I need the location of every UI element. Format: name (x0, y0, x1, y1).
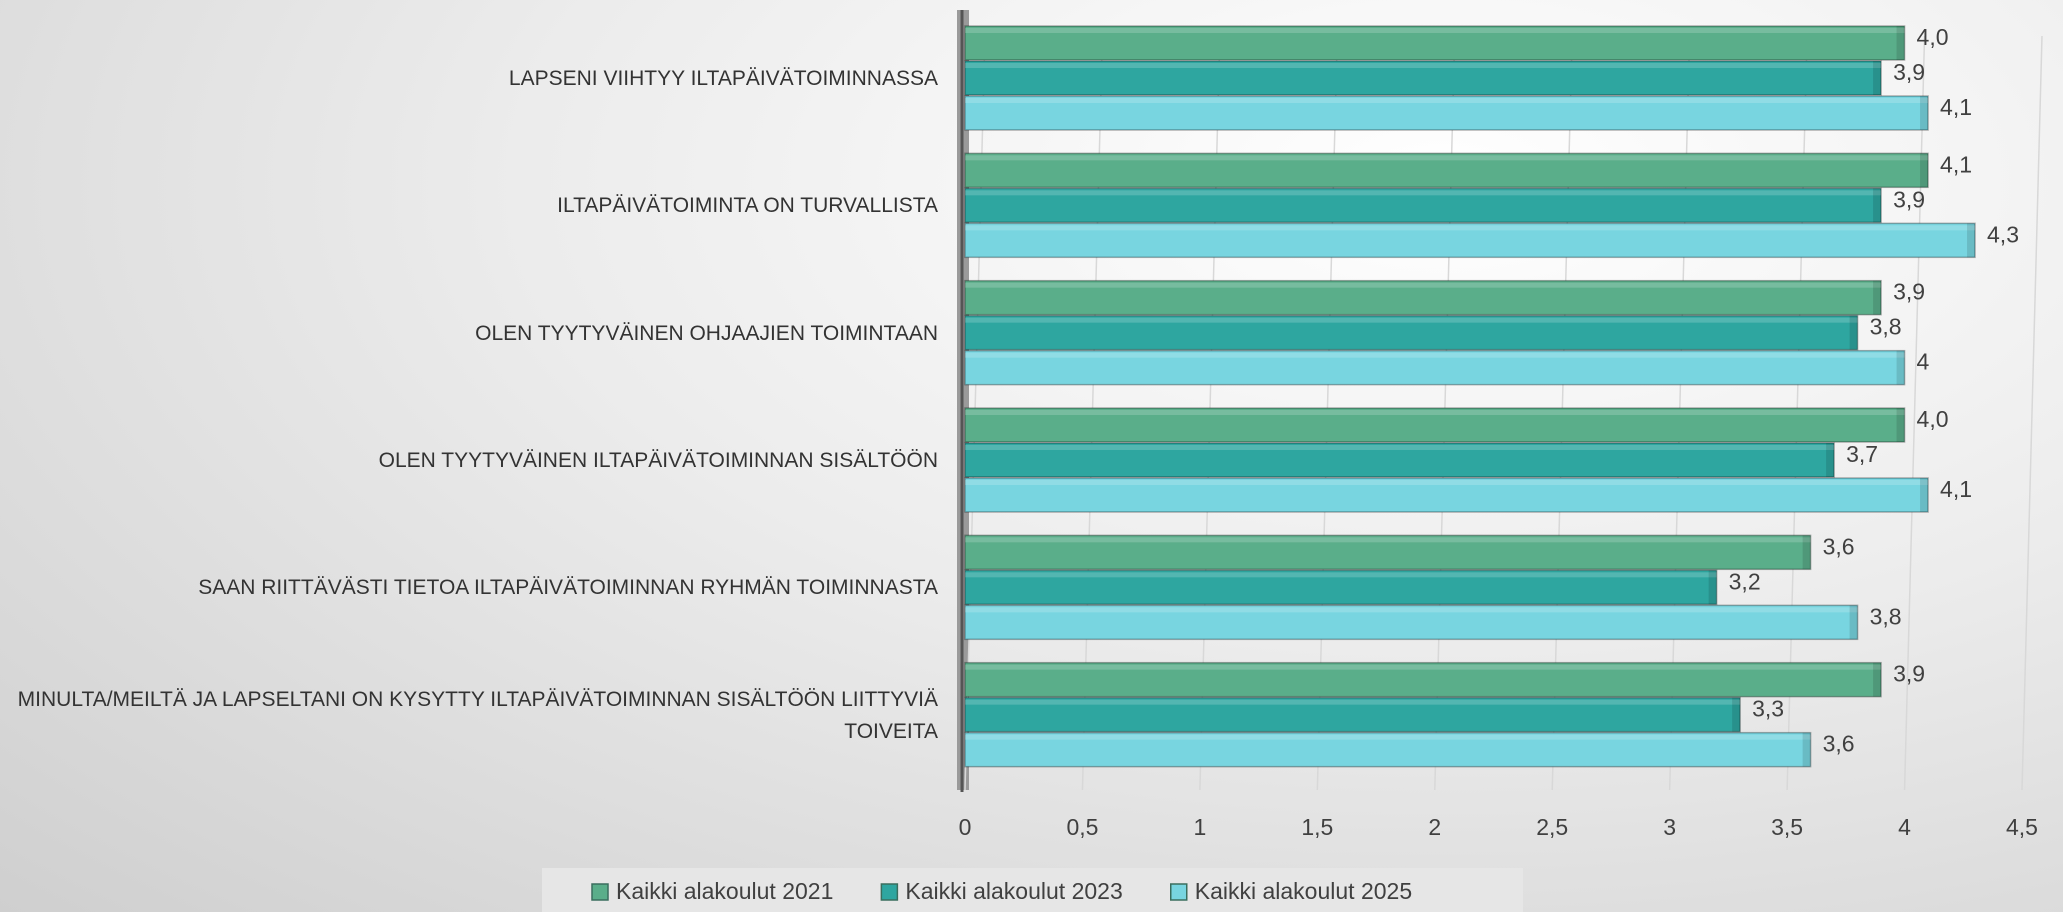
bar-highlight (965, 734, 1811, 740)
bar-highlight (965, 155, 1929, 161)
data-label: 3,7 (1846, 441, 1878, 467)
data-label: 3,8 (1870, 603, 1902, 629)
data-label: 4,0 (1917, 406, 1949, 432)
data-label: 4,1 (1940, 476, 1972, 502)
bar-end (1873, 188, 1882, 223)
bar (964, 534, 1812, 571)
data-label: 4 (1917, 349, 1930, 375)
bar (964, 25, 1906, 61)
x-tick-label: 4 (1898, 814, 1911, 840)
data-label: 4,3 (1987, 221, 2019, 247)
bar-end (1802, 732, 1811, 767)
bar-end (1896, 26, 1905, 60)
legend-label: Kaikki alakoulut 2021 (616, 878, 833, 904)
bar-end (1849, 605, 1858, 640)
bar (964, 314, 1859, 351)
x-tick-label: 1,5 (1301, 814, 1333, 840)
category-label: OLEN TYYTYVÄINEN OHJAAJIEN TOIMINTAAN (475, 321, 938, 345)
bar-end (1873, 61, 1882, 95)
data-label: 4,1 (1940, 94, 1972, 120)
bar-end (1732, 697, 1741, 732)
legend-swatch (1170, 883, 1188, 901)
bar-end (1849, 315, 1858, 350)
category-label: OLEN TYYTYVÄINEN ILTAPÄIVÄTOIMINNAN SISÄ… (378, 449, 938, 472)
bar-end (1920, 478, 1929, 512)
bar (964, 222, 1976, 259)
legend-swatch (880, 883, 899, 901)
data-label: 3,9 (1893, 661, 1925, 687)
bar-highlight (965, 480, 1929, 485)
bar (964, 279, 1882, 316)
bar-end (1873, 662, 1882, 697)
category-label: SAAN RIITTÄVÄSTI TIETOA ILTAPÄIVÄTOIMINN… (198, 576, 938, 600)
bar-highlight (965, 699, 1741, 705)
data-label: 3,2 (1729, 568, 1761, 594)
data-label: 3,6 (1823, 533, 1855, 559)
bar-end (1896, 408, 1905, 442)
x-tick-label: 3,5 (1771, 814, 1803, 840)
bar-end (1920, 96, 1929, 130)
bar (964, 604, 1859, 641)
legend-label: Kaikki alakoulut 2023 (905, 878, 1122, 904)
data-label: 3,6 (1823, 731, 1855, 757)
category-label: MINULTA/MEILTÄ JA LAPSELTANI ON KYSYTTY … (17, 687, 938, 743)
bar (964, 661, 1882, 698)
bar (964, 60, 1882, 96)
bar-highlight (965, 98, 1929, 103)
x-tick-label: 2 (1428, 814, 1441, 840)
bar (964, 477, 1929, 513)
bar-highlight (965, 190, 1882, 196)
bar (964, 407, 1906, 443)
grid-line (2021, 35, 2043, 791)
bar (964, 152, 1929, 189)
bar (964, 731, 1812, 768)
x-tick-label: 3 (1663, 814, 1676, 840)
data-label: 3,8 (1870, 314, 1902, 340)
x-tick-label: 0,5 (1066, 814, 1098, 840)
x-tick-label: 2,5 (1536, 814, 1568, 840)
legend-swatch (591, 883, 609, 901)
data-label: 4,0 (1917, 24, 1949, 50)
bar-highlight (965, 664, 1882, 670)
legend-box (542, 868, 1523, 912)
bar-end (1920, 153, 1929, 188)
bar (964, 349, 1906, 386)
data-label: 3,9 (1893, 59, 1925, 85)
x-tick-label: 0 (959, 814, 972, 840)
bar (964, 569, 1718, 606)
bar-highlight (965, 607, 1858, 613)
x-tick-label: 4,5 (2006, 814, 2038, 840)
category-label: LAPSENI VIIHTYY ILTAPÄIVÄTOIMINNASSA (508, 67, 938, 90)
bar-highlight (965, 352, 1905, 358)
bar-highlight (965, 225, 1976, 231)
bar-end (1873, 280, 1882, 315)
x-tick-label: 1 (1193, 814, 1206, 840)
bar (964, 95, 1929, 131)
bar-highlight (965, 282, 1882, 288)
bar-highlight (965, 28, 1905, 33)
bar-end (1708, 570, 1717, 605)
bar (964, 442, 1835, 478)
legend-label: Kaikki alakoulut 2025 (1195, 878, 1412, 904)
bar (964, 696, 1741, 733)
bar-end (1802, 535, 1811, 570)
bar-highlight (965, 572, 1717, 578)
bar-highlight (965, 317, 1858, 323)
bar-highlight (965, 410, 1905, 415)
bar-end (1967, 223, 1976, 258)
data-label: 3,9 (1893, 279, 1925, 305)
category-label: ILTAPÄIVÄTOIMINTA ON TURVALLISTA (557, 194, 938, 218)
bar (964, 187, 1882, 224)
bar-highlight (965, 537, 1811, 543)
bar-end (1896, 350, 1905, 385)
bar-highlight (965, 445, 1835, 450)
data-label: 3,3 (1752, 696, 1784, 722)
data-label: 3,9 (1893, 186, 1925, 212)
bar-highlight (965, 63, 1882, 68)
bar-end (1826, 443, 1835, 477)
data-label: 4,1 (1940, 151, 1972, 177)
